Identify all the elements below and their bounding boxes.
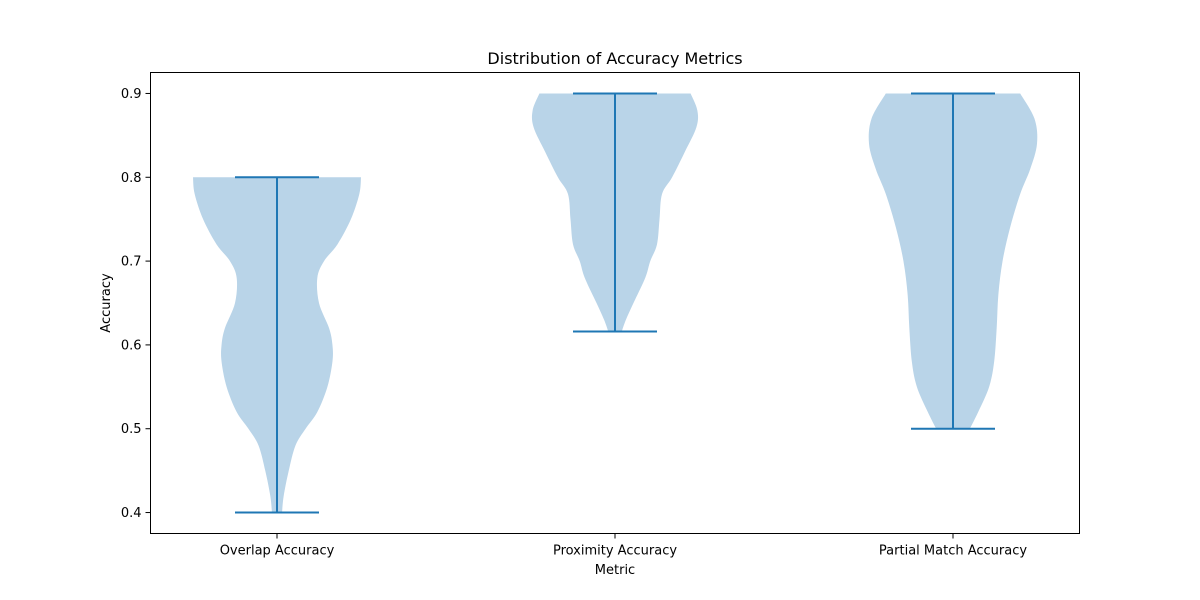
plot-area — [193, 92, 1038, 514]
chart-title: Distribution of Accuracy Metrics — [487, 49, 742, 68]
x-tick-label-proximity-accuracy: Proximity Accuracy — [553, 544, 677, 559]
y-tick-label-1: 0.5 — [121, 422, 142, 437]
y-tick-label-4: 0.8 — [121, 171, 142, 186]
x-tick-label-overlap-accuracy: Overlap Accuracy — [220, 544, 335, 559]
y-axis-label: Accuracy — [99, 273, 114, 333]
x-tick-label-partial-match-accuracy: Partial Match Accuracy — [879, 544, 1027, 559]
y-tick-label-5: 0.9 — [121, 87, 142, 102]
axis-ticks: Overlap Accuracy Proximity Accuracy Partia… — [121, 87, 1028, 559]
x-axis-label: Metric — [595, 563, 635, 578]
y-tick-label-3: 0.7 — [121, 255, 142, 270]
y-tick-label-0: 0.4 — [121, 506, 142, 521]
y-tick-label-2: 0.6 — [121, 338, 142, 353]
